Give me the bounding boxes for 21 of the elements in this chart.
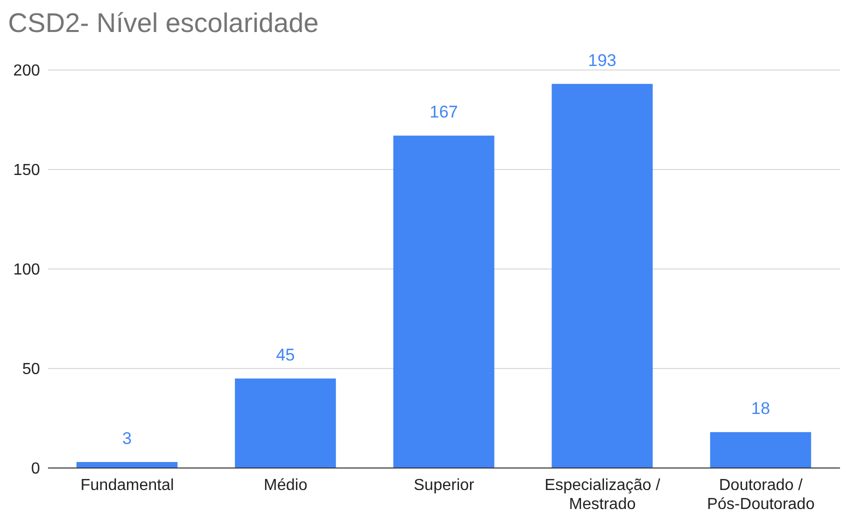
x-tick-label: Superior — [414, 477, 475, 494]
y-tick-label: 50 — [22, 361, 40, 378]
data-label: 167 — [430, 102, 458, 122]
y-tick-label: 200 — [13, 62, 40, 80]
data-label: 193 — [588, 50, 616, 70]
chart-title: CSD2- Nível escolaridade — [8, 8, 319, 39]
bar — [234, 378, 336, 468]
bar — [552, 84, 653, 468]
y-tick-label: 0 — [31, 460, 40, 478]
bar — [393, 136, 494, 468]
data-label: 45 — [276, 345, 295, 364]
bar — [76, 462, 178, 468]
x-tick-label: Fundamental — [80, 477, 174, 494]
x-tick-label: Doutorado / Pós-Doutorado — [706, 477, 815, 513]
x-tick-label: Especialização / Mestrado — [544, 477, 661, 513]
x-tick-label: Médio — [264, 477, 308, 494]
bar — [710, 432, 812, 468]
data-label: 3 — [122, 429, 132, 448]
y-tick-label: 100 — [13, 262, 40, 279]
data-label: 18 — [751, 399, 770, 418]
y-tick-label: 150 — [13, 162, 40, 180]
